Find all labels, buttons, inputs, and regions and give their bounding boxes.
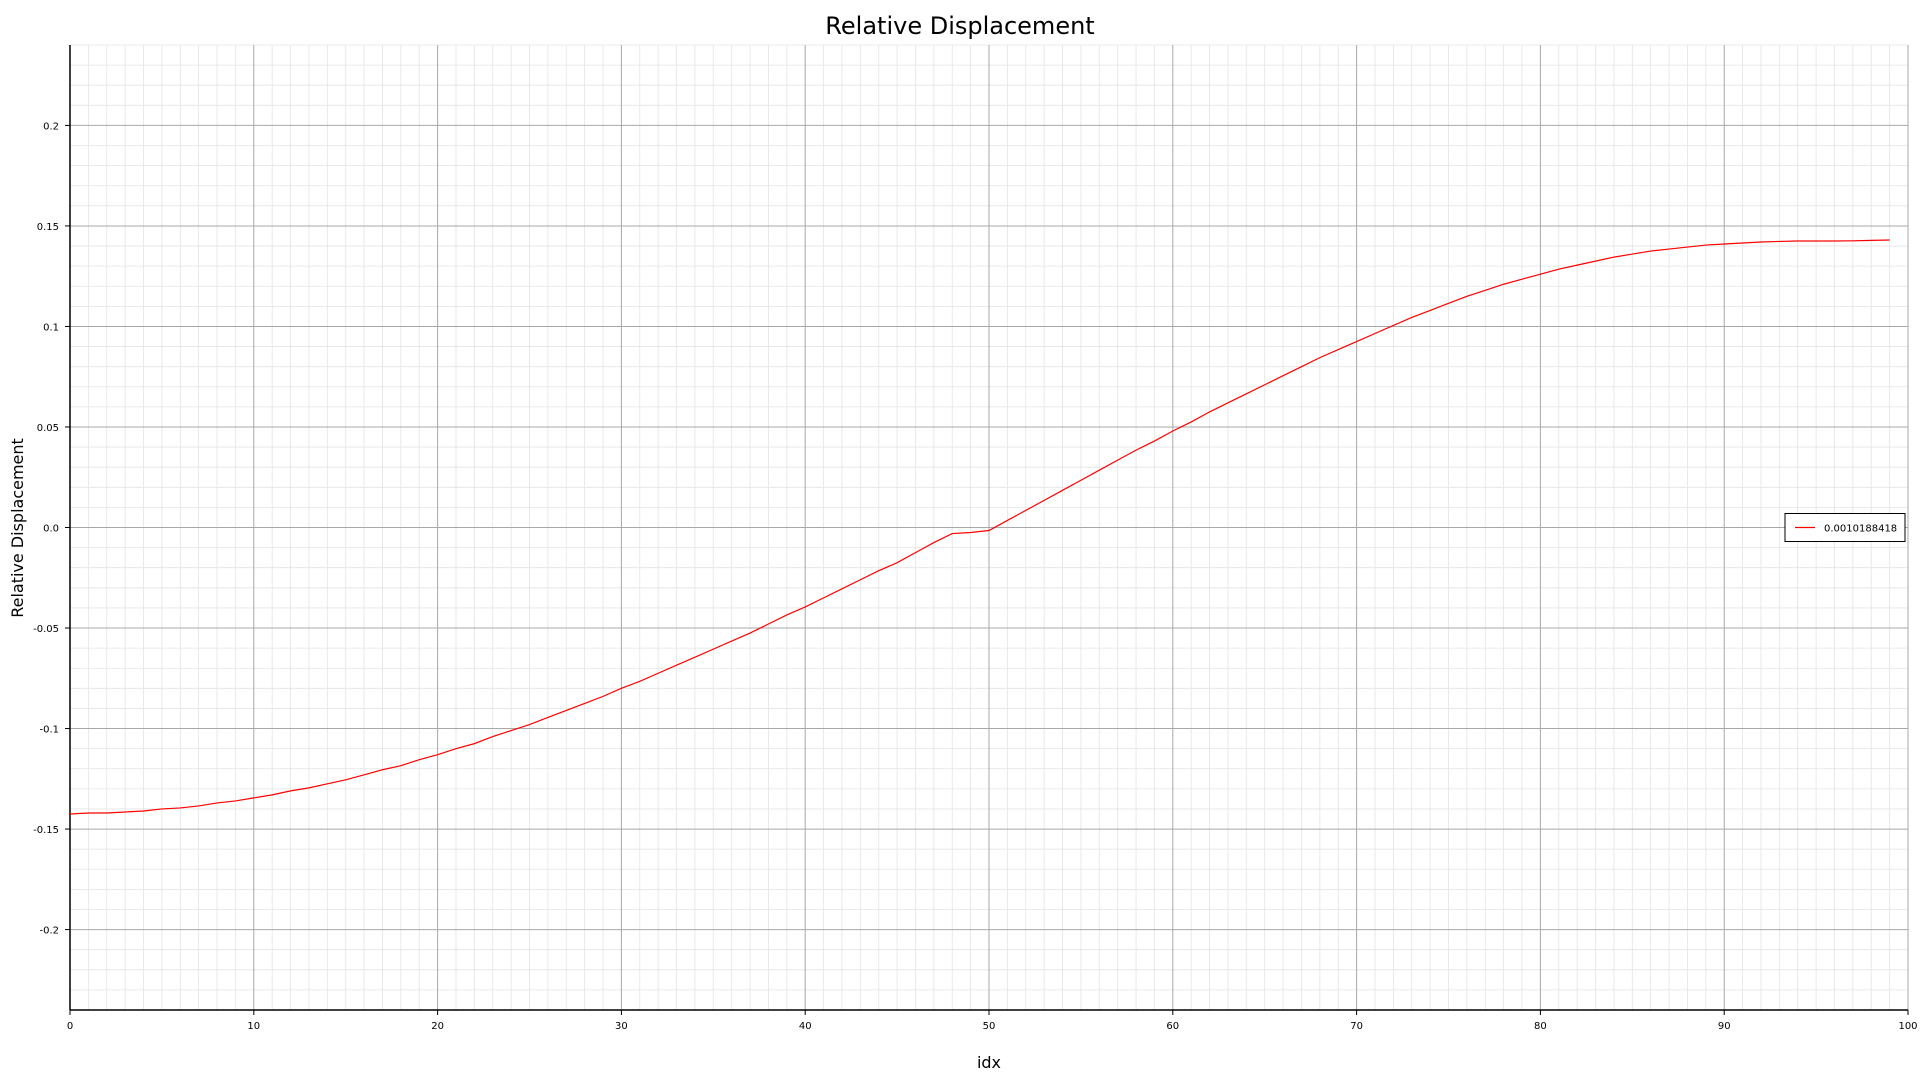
chart-title: Relative Displacement [825,12,1094,40]
x-tick-label: 70 [1350,1021,1363,1032]
x-tick-label: 100 [1898,1021,1917,1032]
x-tick-label: 10 [247,1021,260,1032]
series-layer [69,239,1890,815]
y-tick-label: 0.0 [43,524,59,535]
x-tick-label: 60 [1166,1021,1179,1032]
legend-label: 0.0010188418 [1824,524,1897,535]
y-tick-label: -0.05 [33,624,59,635]
x-tick-label: 80 [1534,1021,1547,1032]
y-tick-label: -0.15 [33,825,59,836]
series-line [69,239,1890,815]
y-tick-label: -0.1 [39,725,59,736]
y-tick-label: 0.05 [37,423,59,434]
y-tick-label: 0.15 [37,222,59,233]
x-tick-label: 40 [799,1021,812,1032]
x-tick-label: 20 [431,1021,444,1032]
y-tick-label: 0.1 [43,322,59,333]
legend: 0.0010188418 [1784,513,1906,542]
x-tick-label: 90 [1718,1021,1731,1032]
x-axis-title: idx [977,1053,1001,1072]
major-grid [69,45,1909,1010]
x-tick-label: 50 [983,1021,996,1032]
x-tick-label: 30 [615,1021,628,1032]
y-axis-title: Relative Displacement [8,438,27,618]
tick-labels: 0 10 20 30 40 50 60 70 80 90 100 -0.2 -0.15 -0.1 -0.05… [33,121,1917,1032]
y-tick-label: -0.2 [39,926,59,937]
x-tick-label: 0 [67,1021,73,1032]
axes [65,45,1909,1015]
y-tick-label: 0.2 [43,121,59,132]
